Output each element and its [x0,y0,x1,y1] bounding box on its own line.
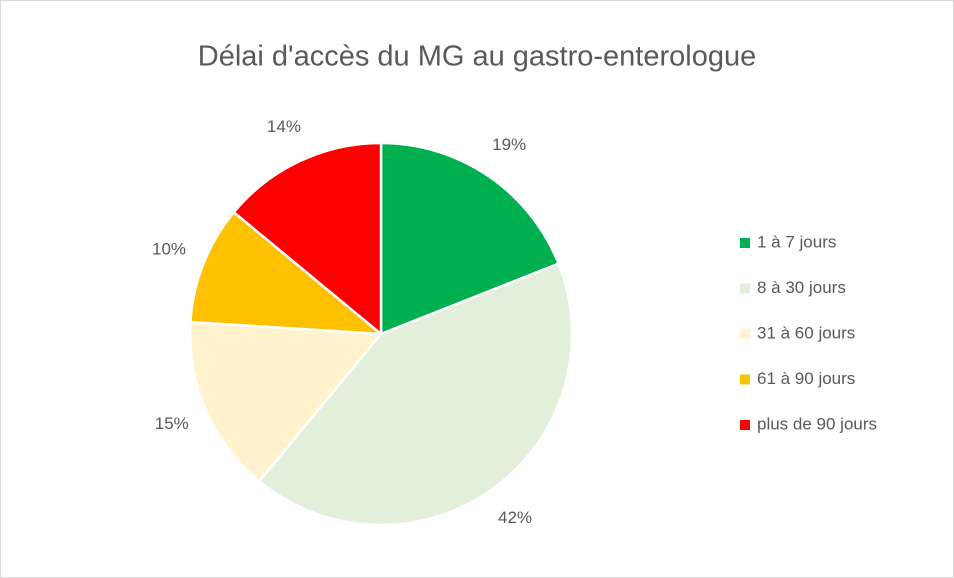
legend-swatch [740,329,750,339]
pie-slice [189,210,385,336]
data-label: 19% [492,135,526,154]
chart-title: Délai d'accès du MG au gastro-enterologu… [198,41,756,73]
pie-slice [257,262,574,527]
legend-label: 61 à 90 jours [757,369,855,388]
pie-slice [188,320,384,483]
legend-label: plus de 90 jours [757,414,877,433]
data-label: 42% [498,508,532,527]
legend-label: 31 à 60 jours [757,323,855,342]
legend-label: 1 à 7 jours [757,232,836,251]
data-label: 10% [152,240,186,259]
legend-swatch [740,238,750,248]
pie-slice [232,141,383,337]
data-label: 14% [267,117,301,136]
legend-label: 8 à 30 jours [757,278,846,297]
data-label: 15% [155,414,189,433]
legend-swatch [740,283,750,294]
legend-swatch [740,420,750,430]
pie-slice [379,141,561,336]
legend-swatch [740,374,750,385]
